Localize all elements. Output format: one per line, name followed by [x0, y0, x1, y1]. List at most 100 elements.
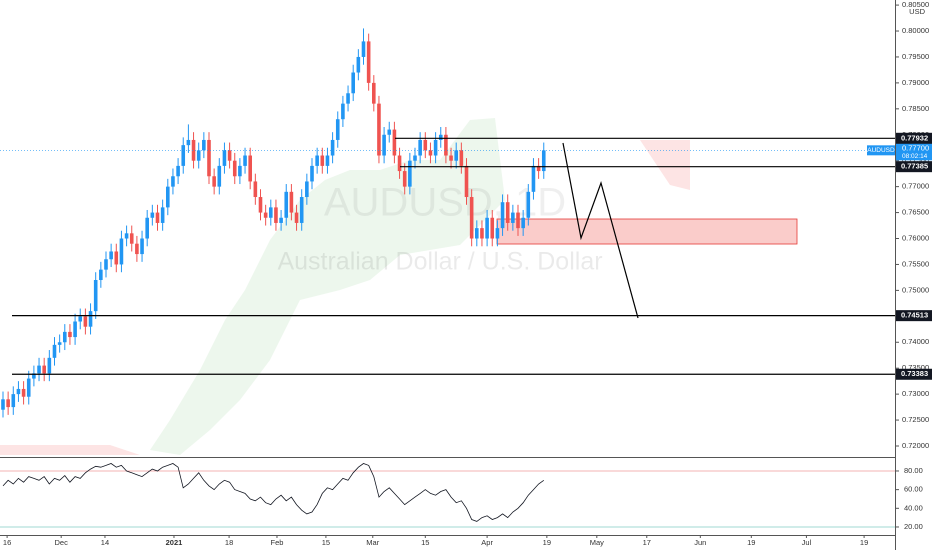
candle-body [217, 165, 222, 187]
candle-body [428, 150, 433, 156]
candle-body [351, 72, 356, 94]
x-tick-label: 17 [643, 538, 651, 547]
candle-body [526, 191, 531, 218]
candle-body [320, 155, 325, 166]
last-price-label: 0.77700 [902, 143, 929, 152]
candle-body [274, 207, 278, 223]
candle-body [444, 134, 448, 156]
candle-body [186, 139, 191, 146]
level-label: 0.77385 [901, 162, 928, 171]
y-tick-label: 0.79500 [902, 52, 929, 61]
candle-body [279, 217, 283, 223]
candle-body [505, 202, 510, 223]
x-tick-label: 18 [225, 538, 233, 547]
candle-body [47, 357, 52, 374]
symbol-tag-label: AUDUSD [867, 147, 895, 154]
x-tick-label: Jul [802, 538, 812, 547]
x-tick-label: May [590, 538, 604, 547]
candle-body [500, 202, 505, 229]
cloud-red [640, 140, 690, 190]
candle-body [83, 316, 88, 327]
candle-body [438, 134, 443, 140]
rsi-tick-label: 80.00 [904, 466, 923, 475]
candle-body [346, 93, 350, 104]
candle-body [181, 145, 186, 166]
candle-body [73, 321, 77, 338]
candle-body [480, 228, 484, 239]
candle-body [243, 155, 247, 166]
y-tick-label: 0.74000 [902, 337, 929, 346]
candle-body [140, 238, 144, 255]
candle-body [469, 197, 474, 239]
candle-body [511, 212, 515, 223]
y-tick-label: 0.73000 [902, 389, 929, 398]
x-tick-label: Apr [481, 538, 493, 547]
candle-body [160, 207, 165, 223]
candle-body [1, 399, 5, 410]
candle-body [521, 217, 525, 229]
candle-body [191, 139, 196, 161]
watermark-name: Australian Dollar / U.S. Dollar [277, 248, 602, 276]
support-zone [496, 218, 798, 245]
x-tick-label: Feb [271, 538, 284, 547]
axis-unit: USD [909, 7, 925, 16]
candle-body [387, 129, 392, 135]
candle-body [232, 160, 237, 177]
last-price-tag [896, 143, 932, 161]
candle-body [423, 139, 428, 151]
candle-body [541, 150, 546, 172]
x-tick-label: 19 [747, 538, 755, 547]
candle-body [433, 139, 438, 156]
candle-body [42, 365, 46, 374]
x-tick-label: 19 [860, 538, 868, 547]
candle-body [454, 150, 459, 161]
candle-body [165, 186, 170, 208]
candle-body [299, 197, 304, 223]
symbol-tag [867, 145, 895, 156]
candle-body [268, 207, 273, 218]
candle-body [402, 171, 407, 187]
level-tag [896, 132, 932, 144]
candle-body [284, 191, 289, 218]
x-tick-label: 14 [101, 538, 109, 547]
candle-body [449, 155, 453, 161]
y-tick-label: 0.78500 [902, 104, 929, 113]
rsi-pane [0, 463, 895, 528]
level-tag [896, 310, 932, 322]
level-tag [896, 368, 932, 380]
rsi-tick-label: 40.00 [904, 503, 923, 512]
cloud-red [0, 445, 140, 455]
candle-body [52, 344, 57, 358]
candle-body [413, 155, 417, 161]
candle-body [176, 165, 180, 177]
candle-body [99, 269, 103, 281]
candle-body [372, 82, 376, 104]
candle-body [475, 228, 479, 239]
y-tick-label: 0.72000 [902, 441, 929, 450]
candle-body [129, 233, 134, 244]
candle-body [263, 212, 268, 218]
candle-body [382, 134, 386, 156]
candle-body [150, 212, 155, 218]
candle-body [109, 251, 113, 260]
candle-body [377, 103, 381, 156]
candle-body [104, 259, 108, 270]
candle-body [366, 41, 371, 83]
y-tick-label: 0.77000 [902, 182, 929, 191]
candle-body [202, 139, 206, 151]
level-label: 0.74513 [901, 311, 928, 320]
x-tick-label: Dec [55, 538, 69, 547]
x-tick-label: 2021 [166, 538, 183, 547]
candle-body [536, 165, 541, 172]
level-tag [896, 161, 932, 173]
rsi-line [2, 463, 545, 522]
y-tick-label: 0.73500 [902, 363, 929, 372]
candle-body [145, 217, 149, 239]
candle-body [155, 212, 160, 223]
candle-body [310, 165, 314, 182]
candle-body [495, 228, 500, 239]
candle-body [57, 342, 62, 345]
candle-body [238, 165, 242, 177]
candle-body [418, 139, 422, 156]
candle-body [408, 160, 412, 187]
